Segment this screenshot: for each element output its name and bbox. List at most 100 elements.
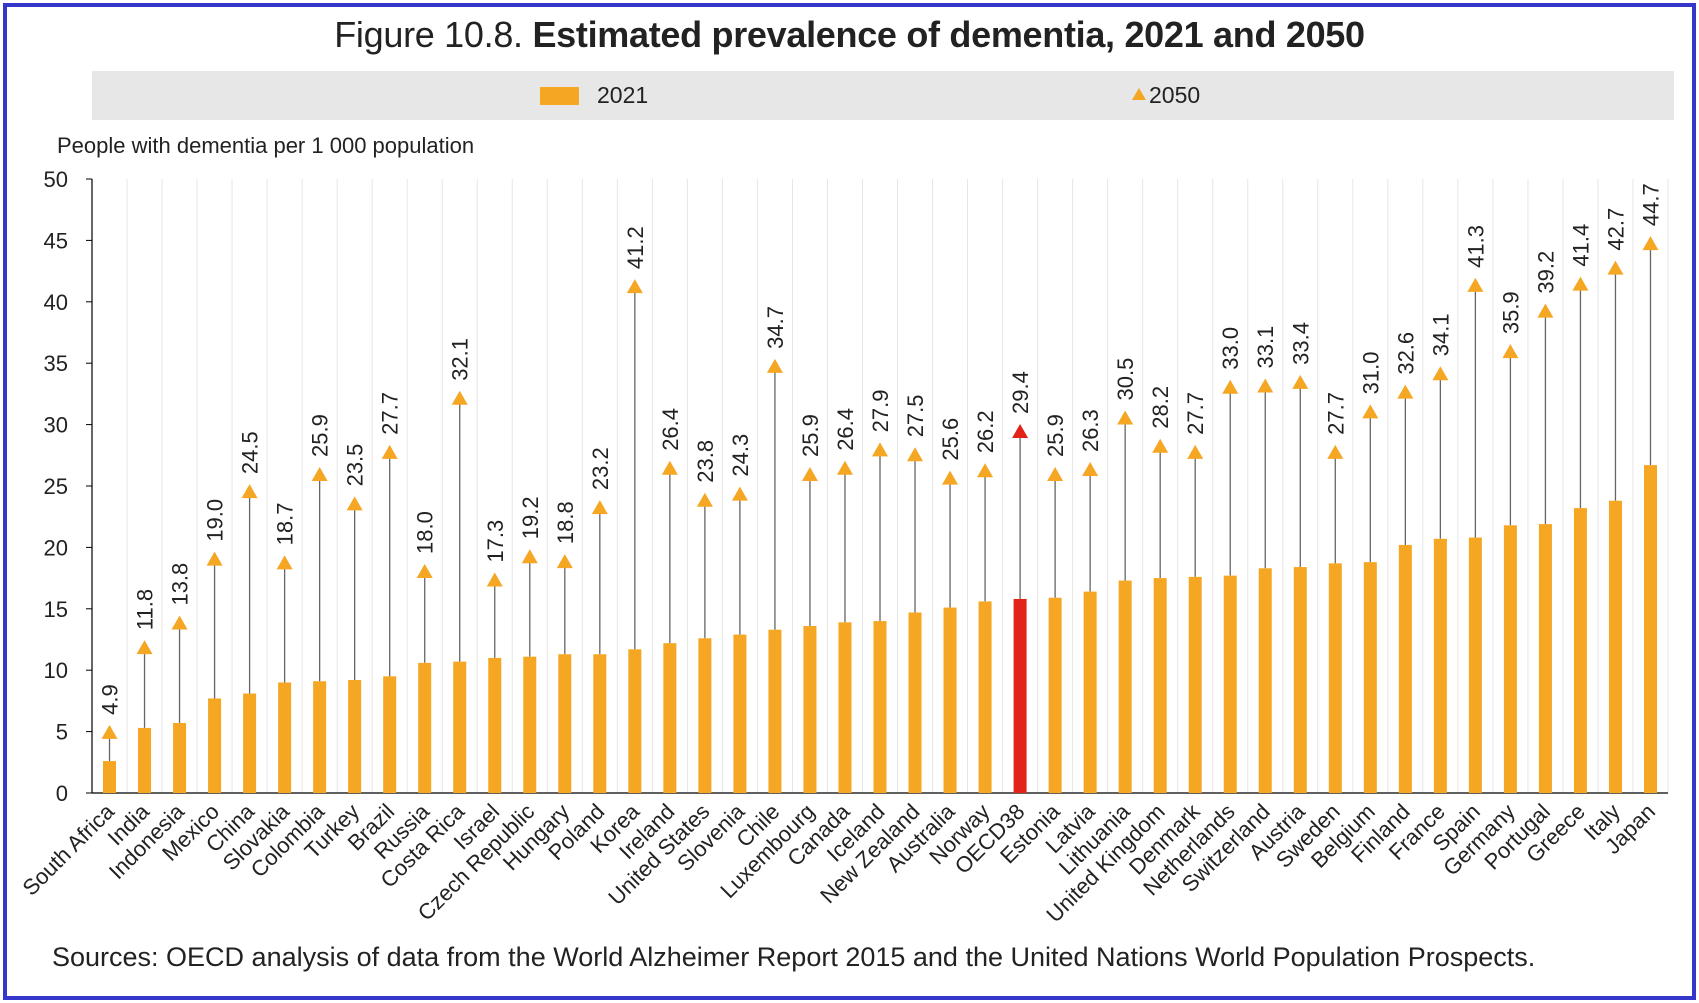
bar-2021 (908, 612, 922, 793)
bar-2021 (1048, 597, 1062, 793)
marker-2050 (766, 358, 783, 373)
bar-2021 (1608, 500, 1622, 793)
bar-2021 (558, 654, 572, 793)
value-label-2050: 32.1 (448, 338, 473, 381)
value-label-2050: 19.0 (203, 499, 228, 542)
bar-2021 (733, 634, 747, 793)
value-label-2050: 27.7 (378, 392, 403, 435)
marker-2050 (1572, 276, 1589, 291)
marker-2050 (1607, 260, 1624, 275)
marker-2050 (1467, 277, 1484, 292)
value-label-2050: 19.2 (518, 496, 543, 539)
value-label-2050: 39.2 (1533, 251, 1558, 294)
y-tick-label: 30 (44, 413, 68, 438)
marker-2050 (1152, 438, 1169, 453)
marker-2050 (1502, 344, 1519, 359)
bar-2021 (1398, 544, 1412, 793)
marker-2050 (1432, 366, 1449, 381)
bar-2021 (873, 621, 887, 793)
value-label-2050: 26.2 (973, 410, 998, 453)
marker-2050 (1292, 374, 1309, 389)
value-label-2050: 27.7 (1183, 392, 1208, 435)
marker-2050 (591, 500, 608, 515)
marker-2050 (101, 724, 118, 739)
value-label-2050: 41.3 (1463, 225, 1488, 268)
y-tick-label: 15 (44, 597, 68, 622)
y-tick-label: 40 (44, 290, 68, 315)
marker-2050 (907, 447, 924, 462)
marker-2050 (977, 463, 994, 478)
value-label-2050: 26.3 (1078, 409, 1103, 452)
bar-2021 (1258, 568, 1272, 793)
value-label-2050: 32.6 (1393, 332, 1418, 375)
marker-2050 (836, 460, 853, 475)
bar-2021 (418, 662, 432, 793)
marker-2050 (696, 492, 713, 507)
bar-2021 (663, 643, 677, 793)
bar-2021 (943, 607, 957, 793)
chart-title: Figure 10.8. Estimated prevalence of dem… (0, 14, 1699, 56)
value-label-2050: 18.8 (553, 501, 578, 544)
legend-label-2050: 2050 (1149, 82, 1201, 108)
value-label-2050: 25.6 (938, 418, 963, 461)
marker-2050 (346, 496, 363, 511)
value-label-2050: 31.0 (1358, 351, 1383, 394)
marker-2050 (1327, 444, 1344, 459)
y-tick-label: 5 (56, 720, 68, 745)
y-tick-label: 50 (44, 167, 68, 192)
marker-2050 (872, 442, 888, 457)
value-label-2050: 25.9 (308, 414, 333, 457)
value-label-2050: 25.9 (798, 414, 823, 457)
bar-2021 (1013, 598, 1027, 793)
bar-2021 (383, 676, 397, 793)
y-tick-label: 25 (44, 474, 68, 499)
bar-2021 (453, 661, 467, 793)
bar-2021 (1188, 576, 1202, 793)
bar-2021 (1118, 580, 1132, 793)
marker-2050 (1082, 462, 1099, 477)
value-label-2050: 35.9 (1498, 291, 1523, 334)
y-tick-label: 10 (44, 658, 68, 683)
marker-2050 (661, 460, 678, 475)
value-label-2050: 41.2 (623, 226, 648, 269)
marker-2050 (801, 466, 818, 481)
y-axis-label: People with dementia per 1 000 populatio… (57, 133, 475, 158)
source-note: Sources: OECD analysis of data from the … (52, 942, 1536, 972)
bar-2021 (348, 680, 362, 793)
value-label-2050: 41.4 (1568, 224, 1593, 267)
bar-2021 (1433, 538, 1447, 793)
marker-2050 (1047, 466, 1064, 481)
value-label-2050: 4.9 (98, 684, 123, 715)
value-label-2050: 27.7 (1323, 392, 1348, 435)
value-label-2050: 18.0 (413, 511, 438, 554)
bar-2021 (1363, 562, 1377, 793)
title-main: Estimated prevalence of dementia, 2021 a… (532, 14, 1365, 55)
bar-2021 (698, 638, 712, 793)
marker-2050 (1257, 378, 1274, 393)
y-tick-label: 0 (56, 781, 68, 806)
bar-2021 (1538, 524, 1552, 793)
value-label-2050: 34.7 (763, 306, 788, 349)
value-label-2050: 27.5 (903, 394, 928, 437)
value-label-2050: 34.1 (1428, 313, 1453, 356)
bar-2021 (838, 622, 852, 793)
bar-2021 (103, 761, 117, 793)
bar-2021 (313, 681, 327, 793)
value-label-2050: 18.7 (273, 503, 298, 546)
value-label-2050: 33.0 (1218, 327, 1243, 370)
bar-2021 (1503, 525, 1517, 793)
marker-2050 (136, 640, 153, 655)
bar-2021 (1573, 508, 1587, 793)
value-label-2050: 13.8 (168, 563, 193, 606)
marker-2050 (171, 615, 188, 630)
marker-2050 (451, 390, 468, 405)
value-label-2050: 30.5 (1113, 358, 1138, 401)
marker-2050 (381, 444, 398, 459)
marker-2050 (521, 549, 538, 564)
bar-2021 (593, 654, 607, 793)
bar-2021 (243, 693, 257, 793)
bar-2021 (1293, 567, 1307, 793)
marker-2050 (276, 555, 293, 570)
category-label: South Africa (17, 798, 119, 900)
